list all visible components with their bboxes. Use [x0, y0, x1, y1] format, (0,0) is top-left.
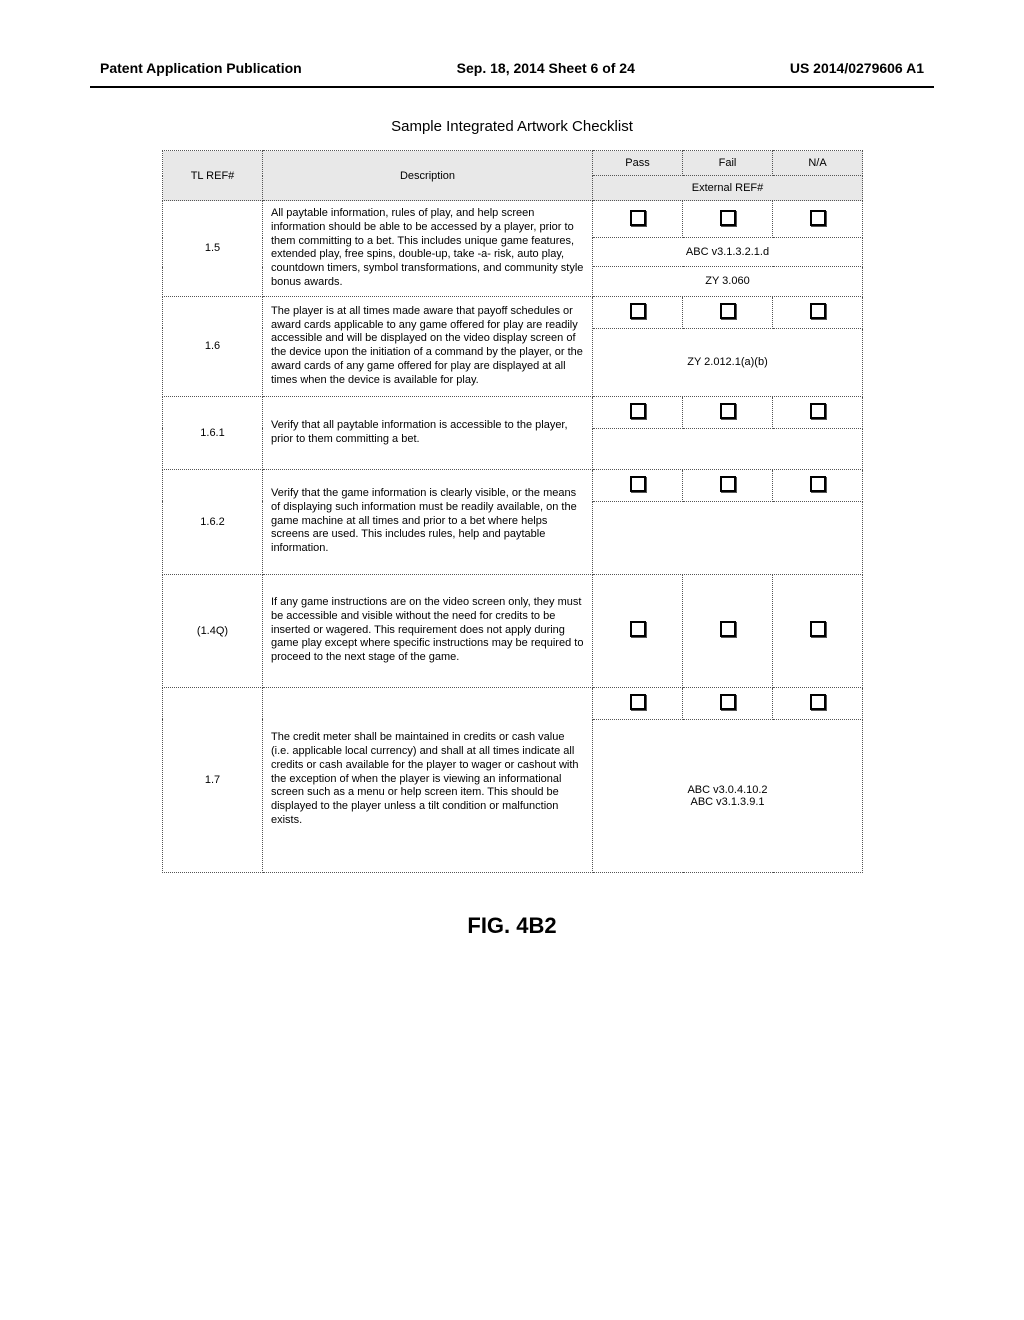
cell-extref: ABC v3.1.3.2.1.d: [593, 238, 863, 267]
checklist-title: Sample Integrated Artwork Checklist: [90, 118, 934, 135]
header-mid: Sep. 18, 2014 Sheet 6 of 24: [457, 60, 635, 76]
cell-desc: Verify that the game information is clea…: [263, 469, 593, 574]
checkbox-na[interactable]: [773, 687, 863, 719]
checkbox-pass[interactable]: [593, 396, 683, 428]
checkbox-icon: [720, 621, 736, 637]
cell-extref: [593, 428, 863, 469]
cell-ref: 1.7: [163, 687, 263, 872]
checkbox-icon: [630, 210, 646, 226]
checkbox-pass[interactable]: [593, 201, 683, 238]
cell-ref: 1.6.1: [163, 396, 263, 469]
checkbox-icon: [810, 621, 826, 637]
cell-desc: The player is at all times made aware th…: [263, 296, 593, 396]
figure-label: FIG. 4B2: [90, 913, 934, 939]
header-right: US 2014/0279606 A1: [790, 60, 924, 76]
col-header-na: N/A: [773, 151, 863, 176]
checkbox-icon: [630, 621, 646, 637]
cell-extref: ABC v3.0.4.10.2 ABC v3.1.3.9.1: [593, 719, 863, 872]
col-header-desc: Description: [263, 151, 593, 201]
table-row: 1.6.1 Verify that all paytable informati…: [163, 396, 863, 428]
checkbox-pass[interactable]: [593, 296, 683, 328]
table-body: 1.5 All paytable information, rules of p…: [163, 201, 863, 873]
table-row: 1.5 All paytable information, rules of p…: [163, 201, 863, 238]
col-header-fail: Fail: [683, 151, 773, 176]
table-row: 1.6.2 Verify that the game information i…: [163, 469, 863, 501]
checkbox-icon: [630, 694, 646, 710]
checkbox-icon: [810, 476, 826, 492]
checkbox-icon: [720, 403, 736, 419]
col-header-ref: TL REF#: [163, 151, 263, 201]
checkbox-pass[interactable]: [593, 469, 683, 501]
table-row: (1.4Q) If any game instructions are on t…: [163, 574, 863, 687]
cell-ref: 1.6: [163, 296, 263, 396]
checkbox-icon: [630, 476, 646, 492]
checkbox-fail[interactable]: [683, 296, 773, 328]
checkbox-icon: [720, 694, 736, 710]
checklist-table: TL REF# Description Pass Fail N/A Extern…: [162, 150, 863, 873]
col-header-pass: Pass: [593, 151, 683, 176]
table-row: 1.6 The player is at all times made awar…: [163, 296, 863, 328]
checkbox-icon: [810, 694, 826, 710]
checkbox-pass[interactable]: [593, 687, 683, 719]
checkbox-pass[interactable]: [593, 574, 683, 687]
checkbox-icon: [810, 403, 826, 419]
checkbox-icon: [720, 476, 736, 492]
figure-wrap: TL REF# Description Pass Fail N/A Extern…: [162, 150, 862, 873]
page-header: Patent Application Publication Sep. 18, …: [90, 60, 934, 88]
cell-extref: ZY 2.012.1(a)(b): [593, 328, 863, 396]
cell-ref: 1.5: [163, 201, 263, 297]
checkbox-icon: [720, 210, 736, 226]
page: Patent Application Publication Sep. 18, …: [0, 0, 1024, 1320]
cell-desc: All paytable information, rules of play,…: [263, 201, 593, 297]
extref-line2: ABC v3.1.3.9.1: [691, 796, 765, 808]
header-left: Patent Application Publication: [100, 60, 302, 76]
checkbox-icon: [810, 303, 826, 319]
extref-line1: ABC v3.0.4.10.2: [687, 784, 767, 796]
checkbox-icon: [630, 403, 646, 419]
table-header-row-1: TL REF# Description Pass Fail N/A: [163, 151, 863, 176]
checkbox-fail[interactable]: [683, 687, 773, 719]
cell-ref: 1.6.2: [163, 469, 263, 574]
checkbox-icon: [630, 303, 646, 319]
checkbox-na[interactable]: [773, 469, 863, 501]
checkbox-na[interactable]: [773, 574, 863, 687]
cell-ref: (1.4Q): [163, 574, 263, 687]
checkbox-fail[interactable]: [683, 469, 773, 501]
cell-desc: Verify that all paytable information is …: [263, 396, 593, 469]
cell-extref: [593, 501, 863, 574]
checkbox-na[interactable]: [773, 396, 863, 428]
checkbox-na[interactable]: [773, 296, 863, 328]
col-header-extref: External REF#: [593, 176, 863, 201]
checkbox-icon: [810, 210, 826, 226]
cell-desc: If any game instructions are on the vide…: [263, 574, 593, 687]
checkbox-na[interactable]: [773, 201, 863, 238]
checkbox-fail[interactable]: [683, 201, 773, 238]
table-row: 1.7 The credit meter shall be maintained…: [163, 687, 863, 719]
checkbox-fail[interactable]: [683, 574, 773, 687]
cell-extref: ZY 3.060: [593, 267, 863, 296]
cell-desc: The credit meter shall be maintained in …: [263, 687, 593, 872]
checkbox-fail[interactable]: [683, 396, 773, 428]
checkbox-icon: [720, 303, 736, 319]
